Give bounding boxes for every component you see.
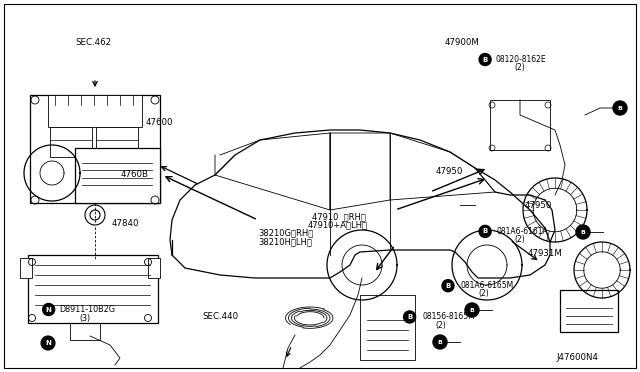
Bar bbox=[30, 95, 160, 203]
Bar bbox=[148, 258, 160, 278]
Bar bbox=[48, 95, 142, 127]
Circle shape bbox=[576, 225, 590, 239]
Text: J47600N4: J47600N4 bbox=[557, 353, 599, 362]
Text: 47931M: 47931M bbox=[528, 249, 563, 258]
Text: (3): (3) bbox=[79, 314, 90, 323]
Circle shape bbox=[465, 303, 479, 317]
Text: (2): (2) bbox=[515, 63, 525, 72]
Text: 47910  〈RH〉: 47910 〈RH〉 bbox=[312, 212, 366, 221]
Text: 47900M: 47900M bbox=[445, 38, 479, 47]
Circle shape bbox=[433, 335, 447, 349]
Text: 38210H〈LH〉: 38210H〈LH〉 bbox=[259, 237, 312, 246]
Text: B: B bbox=[445, 283, 451, 289]
Bar bbox=[28, 255, 158, 323]
Text: (2): (2) bbox=[479, 289, 490, 298]
Circle shape bbox=[442, 280, 454, 292]
Text: N: N bbox=[45, 307, 52, 312]
Text: B: B bbox=[580, 230, 586, 234]
Text: B: B bbox=[618, 106, 623, 110]
Text: 081A6-6165M: 081A6-6165M bbox=[461, 281, 514, 290]
Text: 08120-8162E: 08120-8162E bbox=[496, 55, 547, 64]
Text: 38210G〈RH〉: 38210G〈RH〉 bbox=[259, 229, 314, 238]
Bar bbox=[96, 127, 138, 157]
Circle shape bbox=[479, 54, 491, 65]
Text: D8911-10B2G: D8911-10B2G bbox=[59, 305, 115, 314]
Text: B: B bbox=[483, 57, 488, 62]
Text: 47950: 47950 bbox=[436, 167, 463, 176]
Circle shape bbox=[41, 336, 55, 350]
Bar bbox=[20, 258, 32, 278]
Text: (2): (2) bbox=[515, 235, 525, 244]
Circle shape bbox=[43, 304, 54, 315]
Text: 47910+A〈LH〉: 47910+A〈LH〉 bbox=[307, 221, 367, 230]
Text: 08156-8165M: 08156-8165M bbox=[422, 312, 475, 321]
Circle shape bbox=[479, 225, 491, 237]
Bar bbox=[360, 295, 415, 360]
Text: 47600: 47600 bbox=[146, 118, 173, 127]
Text: SEC.440: SEC.440 bbox=[202, 312, 238, 321]
Circle shape bbox=[404, 311, 415, 323]
Text: 081A6-6161A: 081A6-6161A bbox=[497, 227, 548, 236]
Bar bbox=[50, 127, 92, 157]
Text: N: N bbox=[45, 340, 51, 346]
Bar bbox=[490, 100, 550, 150]
Text: B: B bbox=[483, 228, 488, 234]
Text: 4760B: 4760B bbox=[120, 170, 148, 179]
Bar bbox=[560, 290, 618, 332]
Text: B: B bbox=[438, 340, 442, 344]
Circle shape bbox=[613, 101, 627, 115]
Text: (2): (2) bbox=[435, 321, 446, 330]
Text: B: B bbox=[407, 314, 412, 320]
Bar bbox=[75, 148, 160, 203]
Text: 47840: 47840 bbox=[112, 219, 140, 228]
Text: B: B bbox=[470, 308, 474, 312]
Text: 47950: 47950 bbox=[525, 201, 552, 210]
Text: SEC.462: SEC.462 bbox=[76, 38, 111, 47]
